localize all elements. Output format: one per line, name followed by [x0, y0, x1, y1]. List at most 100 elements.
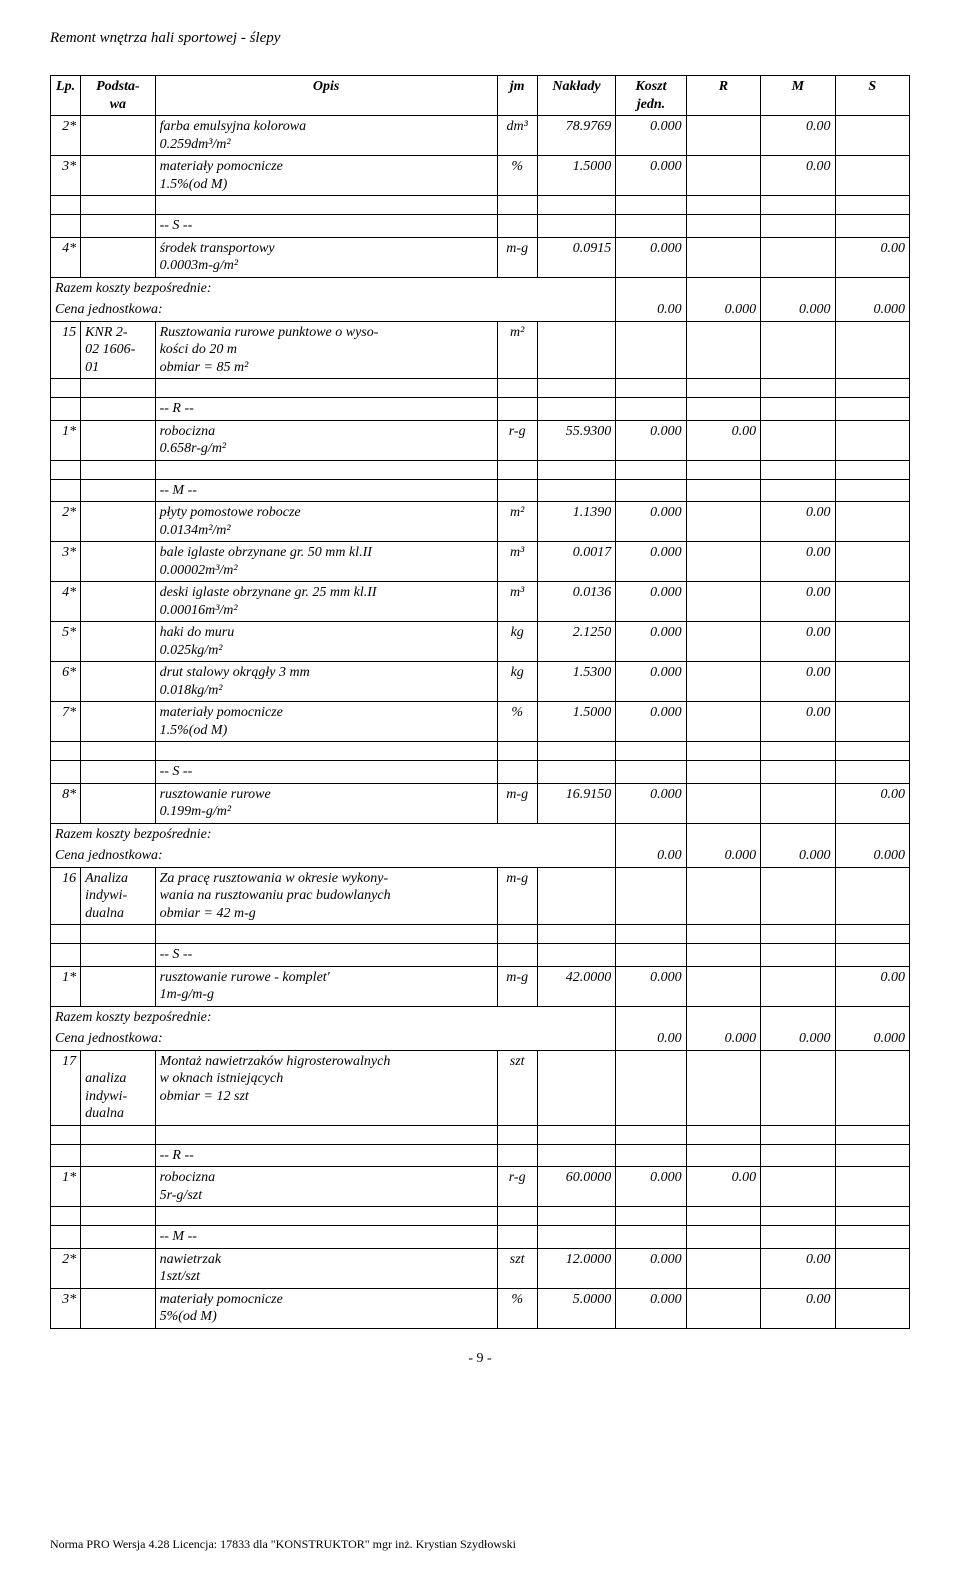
cell-kj: 0.000	[616, 1288, 686, 1328]
cell-lp: 1*	[51, 1167, 81, 1207]
cell-m: 0.00	[761, 542, 835, 582]
table-row: 3* materiały pomocnicze 5%(od M) % 5.000…	[51, 1288, 910, 1328]
cell-base	[81, 237, 155, 277]
th-desc: Opis	[155, 76, 497, 116]
table-row: -- S --	[51, 944, 910, 967]
cell-jm: %	[497, 156, 537, 196]
table-row: 4* środek transportowy 0.0003m-g/m² m-g …	[51, 237, 910, 277]
cell-m: 0.00	[761, 1248, 835, 1288]
table-row: 1* robocizna 5r-g/szt r-g 60.0000 0.000 …	[51, 1167, 910, 1207]
table-row-blank	[51, 1125, 910, 1144]
cell-jm: szt	[497, 1248, 537, 1288]
cell-nak: 0.0915	[537, 237, 615, 277]
cell-s: 0.000	[835, 1028, 910, 1050]
cell-desc: -- S --	[155, 944, 497, 967]
th-m: M	[761, 76, 835, 116]
cell-s: 0.00	[835, 237, 910, 277]
cell-kj: 0.000	[616, 1248, 686, 1288]
summary-label: Razem koszty bezpośrednie:	[51, 823, 616, 845]
table-row: -- S --	[51, 761, 910, 784]
cell-desc: Za pracę rusztowania w okresie wykony- w…	[155, 867, 497, 925]
cell-lp: 16	[51, 867, 81, 925]
cell-lp: 15	[51, 321, 81, 379]
cell-base: KNR 2- 02 1606- 01	[81, 321, 155, 379]
table-row: 1* rusztowanie rurowe - komplet' 1m-g/m-…	[51, 966, 910, 1006]
cell-nak: 55.9300	[537, 420, 615, 460]
doc-title: Remont wnętrza hali sportowej - ślepy	[50, 30, 910, 47]
cell-r: 0.000	[686, 1028, 760, 1050]
cell-m: 0.00	[761, 116, 835, 156]
cell-lp: 2*	[51, 116, 81, 156]
table-row-blank	[51, 196, 910, 215]
summary-row: Razem koszty bezpośrednie:	[51, 1006, 910, 1028]
table-row-blank	[51, 460, 910, 479]
cell-lp: 6*	[51, 662, 81, 702]
cell-lp: 3*	[51, 156, 81, 196]
cell-m: 0.00	[761, 662, 835, 702]
cell-jm: m³	[497, 542, 537, 582]
cell-desc: rusztowanie rurowe - komplet' 1m-g/m-g	[155, 966, 497, 1006]
table-row: -- R --	[51, 398, 910, 421]
cell-desc: nawietrzak 1szt/szt	[155, 1248, 497, 1288]
table-row: 2* nawietrzak 1szt/szt szt 12.0000 0.000…	[51, 1248, 910, 1288]
cell-r	[686, 237, 760, 277]
table-row: 1* robocizna 0.658r-g/m² r-g 55.9300 0.0…	[51, 420, 910, 460]
unit-price-row: Cena jednostkowa: 0.00 0.000 0.000 0.000	[51, 1028, 910, 1050]
cell-kj: 0.000	[616, 420, 686, 460]
cell-m: 0.000	[761, 1028, 835, 1050]
table-row: 4* deski iglaste obrzynane gr. 25 mm kl.…	[51, 582, 910, 622]
table-row: -- S --	[51, 215, 910, 238]
th-r: R	[686, 76, 760, 116]
table-row-blank	[51, 742, 910, 761]
table-row: 2* płyty pomostowe robocze 0.0134m²/m² m…	[51, 502, 910, 542]
cell-base: Analiza indywi- dualna	[81, 867, 155, 925]
footer: Norma PRO Wersja 4.28 Licencja: 17833 dl…	[50, 1537, 516, 1552]
unit-price-val: 0.00	[616, 845, 686, 867]
cell-desc: rusztowanie rurowe 0.199m-g/m²	[155, 783, 497, 823]
table-row: 15 KNR 2- 02 1606- 01 Rusztowania rurowe…	[51, 321, 910, 379]
cell-lp: 2*	[51, 1248, 81, 1288]
cell-m	[761, 237, 835, 277]
cell-m: 0.000	[761, 299, 835, 321]
cell-jm: %	[497, 1288, 537, 1328]
cell-desc: -- R --	[155, 398, 497, 421]
th-lp: Lp.	[51, 76, 81, 116]
cell-jm: szt	[497, 1050, 537, 1125]
cell-jm: m-g	[497, 966, 537, 1006]
cell-nak: 0.0136	[537, 582, 615, 622]
cell-desc: -- S --	[155, 215, 497, 238]
cell-desc: -- M --	[155, 1226, 497, 1249]
cell-m: 0.00	[761, 1288, 835, 1328]
unit-price-row: Cena jednostkowa: 0.00 0.000 0.000 0.000	[51, 299, 910, 321]
cell-r: 0.00	[686, 1167, 760, 1207]
cell-s	[835, 156, 910, 196]
cell-base: analiza indywi- dualna	[81, 1050, 155, 1125]
cell-s: 0.000	[835, 845, 910, 867]
table-row: 8* rusztowanie rurowe 0.199m-g/m² m-g 16…	[51, 783, 910, 823]
cell-nak: 2.1250	[537, 622, 615, 662]
cell-lp: 17	[51, 1050, 81, 1125]
page: Remont wnętrza hali sportowej - ślepy Lp…	[0, 0, 960, 1574]
cell-jm: kg	[497, 662, 537, 702]
cell-desc: haki do muru 0.025kg/m²	[155, 622, 497, 662]
cell-desc: materiały pomocnicze 5%(od M)	[155, 1288, 497, 1328]
th-kj: Koszt jedn.	[616, 76, 686, 116]
summary-label: Razem koszty bezpośrednie:	[51, 277, 616, 299]
cell-jm: m³	[497, 582, 537, 622]
cell-jm: kg	[497, 622, 537, 662]
cell-s: 0.000	[835, 299, 910, 321]
th-jm: jm	[497, 76, 537, 116]
cell-kj: 0.000	[616, 1167, 686, 1207]
table-row: 3* bale iglaste obrzynane gr. 50 mm kl.I…	[51, 542, 910, 582]
cell-nak: 60.0000	[537, 1167, 615, 1207]
table-row: 5* haki do muru 0.025kg/m² kg 2.1250 0.0…	[51, 622, 910, 662]
cell-jm: m-g	[497, 867, 537, 925]
cell-kj: 0.000	[616, 582, 686, 622]
table-row: 16 Analiza indywi- dualna Za pracę ruszt…	[51, 867, 910, 925]
cell-lp: 2*	[51, 502, 81, 542]
summary-row: Razem koszty bezpośrednie:	[51, 823, 910, 845]
cell-kj: 0.000	[616, 702, 686, 742]
cell-r: 0.000	[686, 299, 760, 321]
cell-nak: 42.0000	[537, 966, 615, 1006]
th-s: S	[835, 76, 910, 116]
